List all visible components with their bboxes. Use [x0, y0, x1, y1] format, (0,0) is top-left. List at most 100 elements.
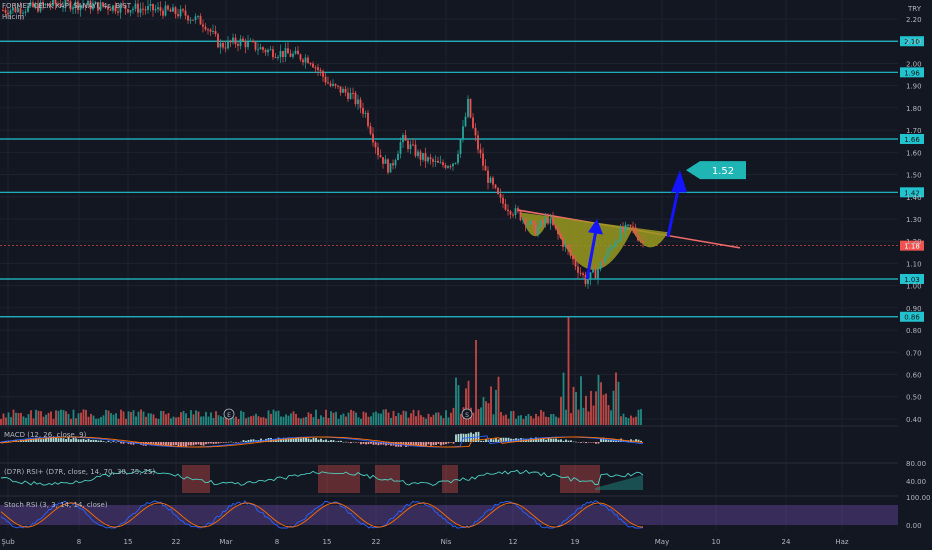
volume-bar	[107, 410, 110, 425]
volume-bar	[232, 417, 235, 425]
candle-body	[284, 48, 287, 58]
y-tick-label: 2.00	[906, 60, 922, 68]
rsi-line	[0, 469, 644, 487]
volume-bar	[12, 409, 15, 425]
candle-body	[562, 238, 564, 247]
y-tick-label: 2.10	[906, 38, 922, 46]
volume-bar	[485, 401, 487, 425]
volume-bar	[127, 411, 130, 425]
macd-histogram-bar	[347, 442, 350, 443]
candle-body	[252, 40, 254, 42]
macd-histogram-bar	[130, 442, 132, 445]
candle-body	[454, 162, 457, 164]
candle-body	[529, 220, 532, 224]
candle-body	[557, 228, 559, 234]
volume-bar	[85, 409, 87, 425]
candle-body	[99, 2, 102, 11]
macd-histogram-bar	[435, 442, 437, 445]
candle-body	[479, 149, 482, 154]
volume-bar	[362, 411, 365, 425]
volume-bar	[205, 411, 207, 425]
candle-body	[602, 261, 604, 263]
y-tick-label: 1.20	[906, 238, 922, 246]
volume-bar	[322, 417, 325, 425]
volume-bar	[70, 418, 72, 425]
volume-bar	[272, 409, 275, 425]
volume-bar	[122, 411, 125, 425]
candle-body	[347, 92, 349, 100]
candle-body	[477, 135, 479, 150]
macd-histogram-bar	[177, 442, 180, 447]
candle-body	[387, 159, 389, 173]
candle-body	[292, 53, 294, 57]
volume-bar	[622, 413, 625, 425]
stoch-k-line	[0, 500, 644, 529]
macd-histogram-bar	[327, 440, 330, 442]
candle-body	[124, 5, 127, 10]
macd-histogram-bar	[592, 442, 595, 443]
pane-tick-label: 0.00	[906, 522, 922, 530]
volume-bar	[197, 411, 200, 425]
macd-histogram-bar	[195, 442, 197, 445]
volume-bar	[147, 413, 150, 425]
candle-body	[384, 159, 387, 164]
level-badge	[900, 67, 924, 78]
x-tick-label: 19	[571, 538, 580, 546]
macd-histogram-bar	[187, 442, 190, 446]
volume-bar	[265, 418, 267, 425]
macd-histogram-bar	[22, 440, 25, 442]
level-badge-label: 1.42	[904, 189, 920, 197]
volume-bar	[615, 372, 617, 425]
volume-bar	[455, 377, 457, 425]
candle-body	[34, 4, 37, 7]
macd-histogram-bar	[162, 442, 165, 445]
volume-bar	[327, 417, 330, 425]
event-marker	[223, 408, 235, 420]
volume-bar	[20, 412, 22, 425]
macd-histogram-bar	[77, 439, 80, 442]
volume-bar	[375, 411, 377, 425]
candle-body	[302, 59, 304, 63]
candle-body	[449, 166, 452, 168]
macd-histogram-bar	[290, 438, 292, 442]
candle-body	[264, 49, 267, 53]
macd-histogram-bar	[2, 442, 5, 443]
target-label[interactable]: 1.52	[686, 161, 746, 180]
volume-bar	[487, 403, 490, 425]
volume-bar	[452, 407, 455, 425]
macd-histogram-bar	[225, 442, 227, 443]
candle-body	[184, 10, 187, 16]
candle-body	[204, 26, 207, 30]
macd-histogram-bar	[292, 438, 295, 442]
macd-histogram-bar	[412, 442, 415, 446]
candle-body	[47, 3, 49, 6]
volume-bar	[90, 413, 92, 425]
volume-bar	[605, 393, 607, 425]
annotation-arrows[interactable]	[585, 170, 687, 280]
volume-bar	[82, 409, 85, 425]
volume-bar	[115, 413, 117, 425]
level-badge	[900, 36, 924, 47]
macd-histogram-bar	[87, 439, 90, 442]
macd-histogram-bar	[95, 439, 97, 442]
macd-histogram-bar	[190, 442, 192, 446]
candle-body	[157, 7, 159, 10]
volume-bar	[577, 409, 580, 425]
volume-bar	[565, 409, 567, 425]
candle-body	[277, 56, 279, 58]
horizontal-levels[interactable]: 2.10 1.96 1.66 1.42 1.03 0.86 1.18	[0, 36, 924, 322]
candle-body	[187, 15, 189, 21]
volume-bar	[267, 410, 270, 425]
volume-bar	[212, 417, 215, 425]
candle-body	[282, 50, 284, 58]
candle-body	[14, 7, 17, 12]
candle-body	[549, 218, 552, 224]
candle-body	[299, 54, 302, 60]
candle-body	[247, 41, 249, 48]
macd-histogram-bar	[32, 439, 35, 442]
volume-bar	[617, 381, 620, 425]
volume-bar	[582, 407, 585, 425]
volume-bar	[425, 418, 427, 425]
macd-histogram-bar	[280, 438, 282, 442]
